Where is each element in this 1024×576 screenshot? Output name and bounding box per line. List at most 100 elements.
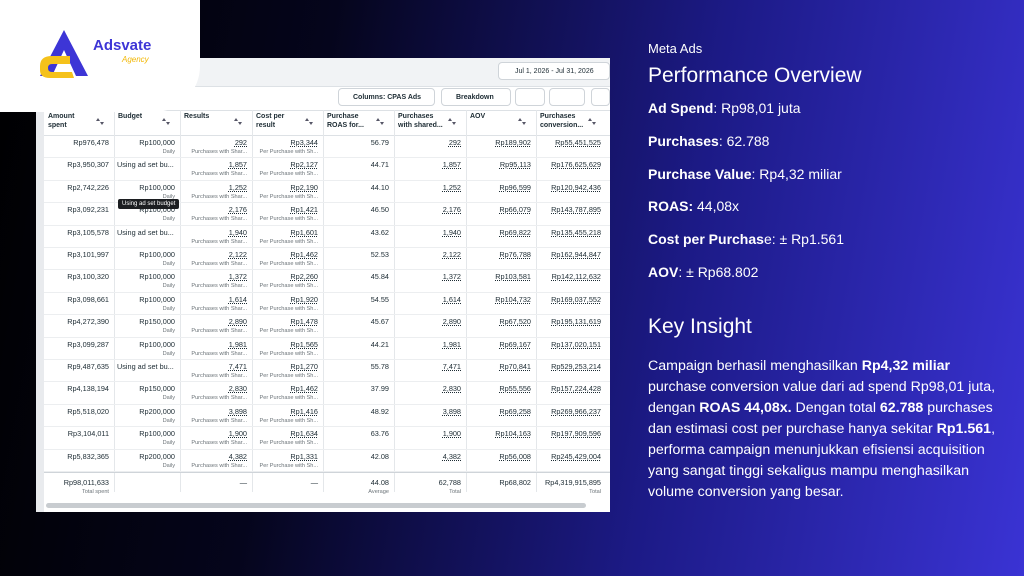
cell-value: Rp1,421	[290, 205, 318, 215]
column-header[interactable]: AOV	[470, 113, 486, 120]
sort-icon	[166, 122, 170, 125]
icon-button[interactable]	[515, 88, 545, 106]
cell: 43.62	[326, 228, 389, 237]
column-header[interactable]: Purchases conversion...	[540, 113, 584, 129]
cell-value: 54.55	[370, 294, 389, 304]
column-divider	[114, 110, 115, 492]
cell: Rp143,787,895	[539, 205, 601, 214]
cell-value: 1,900	[442, 429, 461, 439]
column-header[interactable]: Purchases with shared...	[398, 113, 443, 129]
cell: Rp245,429,004	[539, 452, 601, 461]
row-divider	[44, 157, 610, 159]
cell-value: Rp195,131,619	[551, 317, 601, 327]
row-divider	[44, 269, 610, 271]
cell: Rp100,000 Daily	[117, 429, 175, 446]
column-header[interactable]: Amount spent	[48, 113, 75, 129]
panel-title: Performance Overview	[648, 64, 862, 87]
cell-value: Rp135,455,218	[551, 227, 601, 237]
cell-value: 2,176	[442, 205, 461, 215]
cell: Rp1,462 Per Purchase with Sh...	[255, 384, 318, 401]
cell: Using ad set bu...	[117, 228, 175, 237]
cell-value: Rp3,105,578	[67, 227, 109, 237]
totals-divider	[44, 472, 610, 473]
column-divider	[466, 110, 467, 492]
cell: Rp150,000 Daily	[117, 384, 175, 401]
cell-note: Per Purchase with Sh...	[259, 171, 318, 178]
metric-text: ROAS:	[648, 198, 694, 215]
cell-value: 45.67	[370, 317, 389, 327]
column-divider	[536, 110, 537, 492]
cell-note: Daily	[162, 193, 175, 200]
cell-value: Rp976,478	[73, 138, 109, 147]
cell-value: Rp245,429,004	[551, 451, 601, 461]
cell: Rp157,224,428	[539, 384, 601, 393]
cell-value: Rp150,000	[139, 384, 175, 394]
cell: Rp189,902	[469, 138, 531, 147]
cell: Rp68,802	[469, 478, 531, 487]
insight-text: Campaign berhasil menghasilkan Rp4,32 mi…	[648, 356, 996, 503]
column-header[interactable]: Budget	[118, 113, 143, 120]
cell-value: 2,122	[442, 250, 461, 259]
cell-note: Per Purchase with Sh...	[259, 440, 318, 447]
cell-value: Rp1,331	[290, 451, 318, 461]
cell: 2,176	[397, 205, 461, 214]
cell-value: 2,830	[442, 384, 461, 394]
row-divider	[44, 403, 610, 405]
metric-text: : 62.788	[718, 132, 770, 149]
cell-value: Rp1,920	[290, 294, 318, 304]
cell-value: Rp69,167	[499, 339, 531, 349]
cell-value: 292	[234, 138, 247, 147]
cell: 1,372 Purchases with Shar...	[183, 272, 247, 289]
sort-icon	[309, 122, 313, 125]
cell-value: 2,890	[442, 317, 461, 327]
metric: Purchases: 62.788	[648, 133, 769, 149]
sort-icon	[588, 118, 592, 121]
icon-button[interactable]	[549, 88, 585, 106]
cell-value: 1,372	[228, 272, 247, 282]
logo-name: Adsvate	[93, 37, 152, 54]
cell: Rp3,101,997	[47, 250, 109, 259]
cell: 7,471 Purchases with Shar...	[183, 362, 247, 379]
cell: Rp100,000 Daily	[117, 340, 175, 357]
cell-value: Rp100,000	[139, 205, 175, 215]
icon-button[interactable]	[591, 88, 610, 106]
sort-icon	[162, 118, 166, 121]
column-header[interactable]: Cost per result	[256, 113, 285, 129]
sort-icon	[376, 118, 380, 121]
cell-value: Rp69,258	[499, 406, 531, 416]
cell-note: Daily	[162, 417, 175, 424]
cell-value: 44.21	[370, 339, 389, 349]
metric-text: Cost per Purchas	[648, 231, 764, 248]
column-header[interactable]: Purchase ROAS for...	[327, 113, 364, 129]
cell-note: Per Purchase with Sh...	[259, 149, 318, 155]
metric-text: Purchase Value	[648, 165, 752, 182]
cell-note: Daily	[162, 395, 175, 402]
cell: Rp162,944,847	[539, 250, 601, 259]
cell: Rp1,478 Per Purchase with Sh...	[255, 317, 318, 334]
cell-value: 45.84	[370, 272, 389, 282]
cell: Rp4,319,915,895 Total	[539, 478, 601, 495]
date-range-button[interactable]: Jul 1, 2026 - Jul 31, 2026	[498, 62, 610, 80]
sort-icon	[452, 122, 456, 125]
cell: 3,898 Purchases with Shar...	[183, 407, 247, 424]
cell: Rp176,625,629	[539, 160, 601, 169]
cell: Rp100,000 Daily	[117, 272, 175, 289]
cell: Rp1,601 Per Purchase with Sh...	[255, 228, 318, 245]
row-divider	[44, 224, 610, 226]
cell: Rp95,113	[469, 160, 531, 169]
cell: Rp55,556	[469, 384, 531, 393]
column-header[interactable]: Results	[184, 113, 210, 120]
cell-value: Rp3,100,320	[67, 272, 109, 282]
cell: Rp96,599	[469, 183, 531, 192]
metric-text: Purchases	[648, 132, 719, 149]
cell: Rp1,331 Per Purchase with Sh...	[255, 452, 318, 469]
cell: —	[255, 478, 318, 487]
sort-icon	[305, 118, 309, 121]
cell: 4,382	[397, 452, 461, 461]
toolbar-button[interactable]: Columns: CPAS Ads	[338, 88, 435, 106]
toolbar-button[interactable]: Breakdown	[441, 88, 511, 106]
cell-value: Rp55,556	[499, 384, 531, 394]
cell-value: Rp66,079	[499, 205, 531, 215]
cell: Rp100,000 Daily	[117, 183, 175, 200]
cell-value: 7,471	[442, 362, 461, 371]
